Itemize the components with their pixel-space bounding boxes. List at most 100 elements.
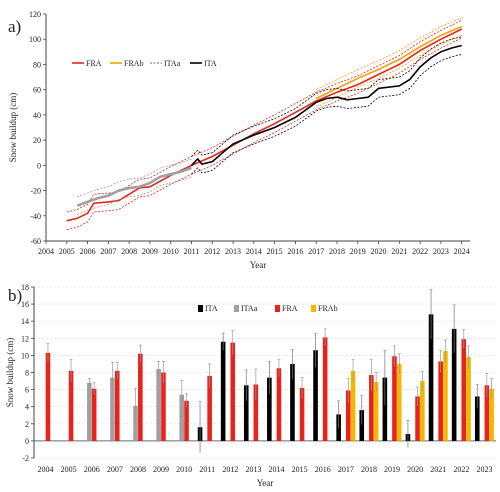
bar-frab-2018 xyxy=(373,381,379,441)
x-tick-label-a: 2023 xyxy=(433,247,449,256)
band-lower-fra xyxy=(66,37,462,231)
y-tick-label-a: 100 xyxy=(29,35,41,44)
x-tick-label-b: 2015 xyxy=(292,465,308,474)
bar-frab-2019 xyxy=(396,363,402,441)
bar-fra-2014 xyxy=(276,368,282,441)
x-tick-label-a: 2021 xyxy=(391,247,407,256)
series-line-fra xyxy=(66,28,463,222)
legend-swatch-b-frab xyxy=(311,305,316,312)
bar-ita-2023 xyxy=(474,396,480,441)
band-upper-itaa xyxy=(77,158,192,198)
series-line-frab xyxy=(315,25,463,100)
bar-fra-2023 xyxy=(484,385,490,441)
bar-itaa-2010 xyxy=(179,394,185,441)
y-tick-label-a: -40 xyxy=(30,212,41,221)
band-lower-frab xyxy=(316,35,462,108)
bar-ita-2022 xyxy=(451,328,457,441)
y-tick-label-b: 16 xyxy=(21,300,29,309)
y-tick-label-b: 12 xyxy=(21,334,29,343)
x-tick-label-b: 2012 xyxy=(222,465,238,474)
y-tick-label-a: 20 xyxy=(33,136,41,145)
x-axis-title-a: Year xyxy=(250,260,267,270)
x-tick-label-b: 2013 xyxy=(245,465,261,474)
y-tick-label-b: 18 xyxy=(21,283,29,292)
x-tick-label-a: 2020 xyxy=(371,247,387,256)
series-line-itaa xyxy=(76,166,192,207)
bar-fra-2006 xyxy=(91,388,97,441)
legend-label-b-itaa: ITAa xyxy=(241,304,258,313)
y-tick-label-a: -60 xyxy=(30,237,41,246)
x-tick-label-a: 2010 xyxy=(163,247,179,256)
y-tick-label-b: 14 xyxy=(21,317,29,326)
bar-itaa-2009 xyxy=(156,369,161,441)
x-tick-label-b: 2016 xyxy=(315,465,331,474)
y-tick-label-b: 10 xyxy=(21,351,29,360)
bar-fra-2022 xyxy=(461,339,467,441)
x-tick-label-a: 2004 xyxy=(38,247,54,256)
x-tick-label-b: 2020 xyxy=(407,465,423,474)
bar-fra-2017 xyxy=(345,390,351,441)
band-upper-ita xyxy=(191,36,462,157)
bar-fra-2020 xyxy=(415,396,420,441)
x-tick-label-a: 2009 xyxy=(142,247,158,256)
bar-frab-2022 xyxy=(466,357,471,441)
x-tick-label-b: 2019 xyxy=(384,465,400,474)
x-tick-label-b: 2010 xyxy=(176,465,192,474)
bar-fra-2009 xyxy=(161,372,166,441)
bar-itaa-2006 xyxy=(87,382,92,441)
bar-fra-2004 xyxy=(45,352,51,441)
x-tick-label-b: 2014 xyxy=(269,465,285,474)
x-tick-label-b: 2004 xyxy=(38,465,54,474)
x-tick-label-b: 2007 xyxy=(107,465,123,474)
bar-fra-2007 xyxy=(114,370,120,441)
y-axis-title-b: Snow buildup (cm) xyxy=(5,338,15,408)
x-tick-label-b: 2009 xyxy=(153,465,169,474)
bar-frab-2020 xyxy=(420,381,425,441)
x-tick-label-a: 2007 xyxy=(100,247,116,256)
bar-fra-2018 xyxy=(369,375,374,441)
bar-itaa-2007 xyxy=(110,377,115,441)
x-tick-label-a: 2005 xyxy=(59,247,75,256)
x-tick-label-b: 2023 xyxy=(476,465,492,474)
y-tick-label-b: 2 xyxy=(25,420,29,429)
bar-ita-2015 xyxy=(290,363,295,441)
legend-label-a-itaa: ITAa xyxy=(164,59,181,68)
bar-frab-2021 xyxy=(443,351,448,441)
bar-fra-2008 xyxy=(138,353,143,441)
bar-fra-2005 xyxy=(68,370,74,441)
bar-fra-2019 xyxy=(392,356,397,441)
panel-a-label: a) xyxy=(8,17,21,36)
x-tick-label-a: 2012 xyxy=(204,247,220,256)
bar-ita-2021 xyxy=(428,314,434,441)
y-tick-label-b: -2 xyxy=(22,454,29,463)
x-tick-label-a: 2011 xyxy=(184,247,200,256)
x-axis-title-b: Year xyxy=(257,478,274,488)
y-tick-label-b: 4 xyxy=(25,403,29,412)
bar-fra-2011 xyxy=(207,375,212,441)
bar-fra-2016 xyxy=(322,337,328,441)
panel-b-label: b) xyxy=(8,286,22,305)
x-tick-label-a: 2018 xyxy=(329,247,345,256)
band-lower-itaa xyxy=(77,176,192,215)
x-tick-label-b: 2008 xyxy=(130,465,146,474)
x-tick-label-b: 2021 xyxy=(430,465,446,474)
y-tick-label-a: 0 xyxy=(37,161,41,170)
bar-ita-2013 xyxy=(243,385,249,441)
bar-fra-2012 xyxy=(230,342,236,441)
x-tick-label-a: 2015 xyxy=(267,247,283,256)
y-axis-title-a: Snow buildup (cm) xyxy=(8,93,18,163)
x-tick-label-b: 2017 xyxy=(338,465,354,474)
y-tick-label-b: 8 xyxy=(25,369,29,378)
x-tick-label-a: 2017 xyxy=(308,247,324,256)
x-tick-label-a: 2013 xyxy=(225,247,241,256)
bar-fra-2010 xyxy=(184,400,189,441)
legend-swatch-b-fra xyxy=(275,305,280,312)
bar-ita-2016 xyxy=(313,350,318,441)
bar-frab-2023 xyxy=(489,388,494,441)
x-tick-label-b: 2022 xyxy=(453,465,469,474)
bar-ita-2014 xyxy=(267,377,272,441)
x-tick-label-a: 2022 xyxy=(412,247,428,256)
legend-label-a-frab: FRAb xyxy=(124,59,144,68)
y-tick-label-b: 6 xyxy=(25,386,29,395)
bar-fra-2021 xyxy=(438,361,443,441)
